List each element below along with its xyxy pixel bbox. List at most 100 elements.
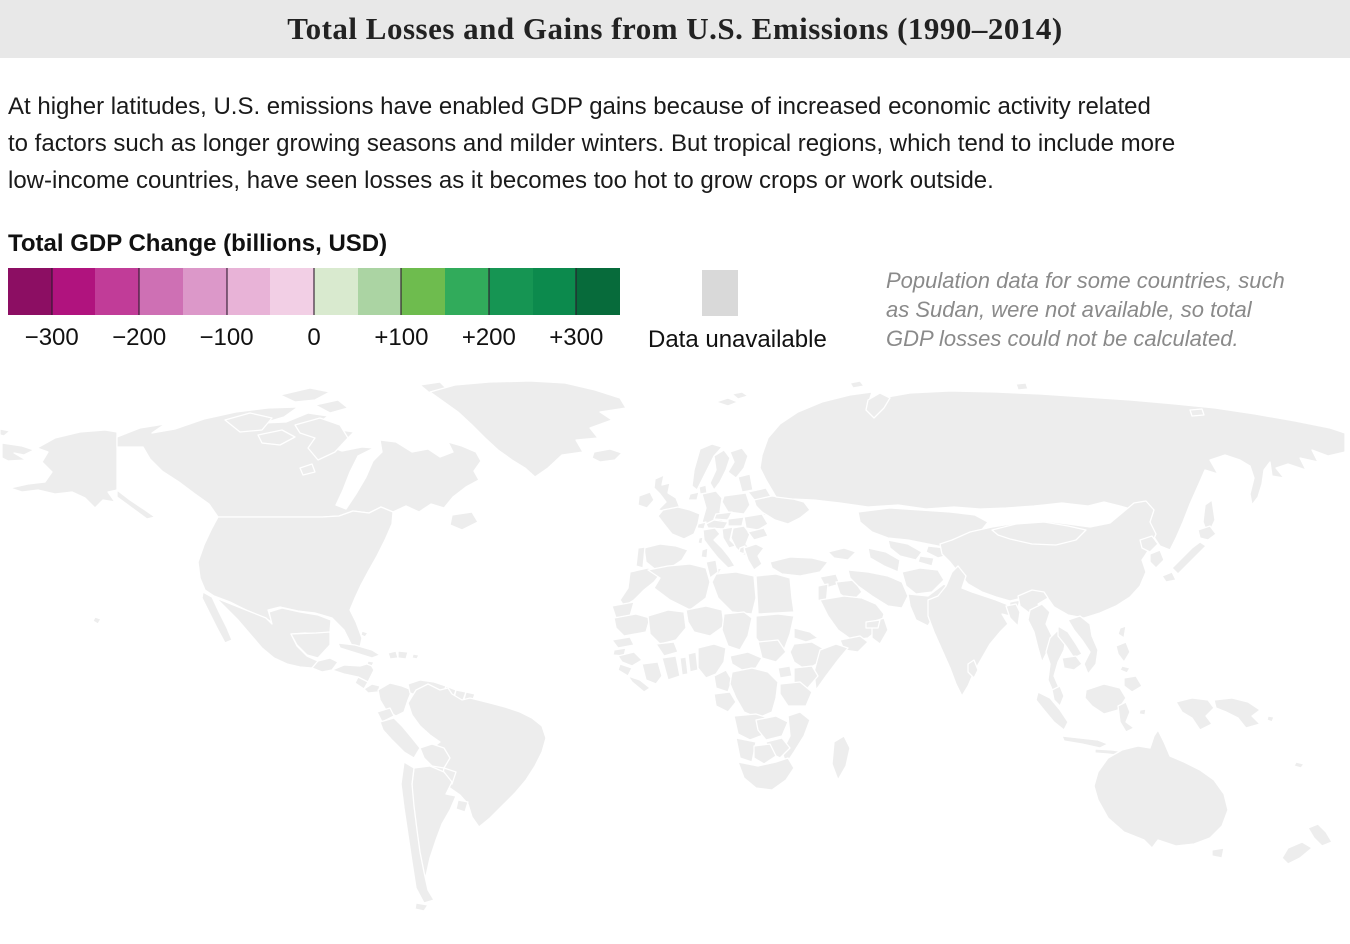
country-algeria [647,563,711,611]
country-turkey [769,556,829,577]
country-turkmenistan [867,547,901,573]
country-solomon-islands [1266,715,1275,723]
intro-line-2: to factors such as longer growing season… [8,130,1176,157]
legend-tick-line [487,268,490,315]
country-italy [702,527,736,569]
intro-line-1: At higher latitudes, U.S. emissions have… [8,93,1151,120]
country-australia [1093,729,1229,849]
country-severnaya-zemlya [1015,382,1029,391]
country-svalbard [715,397,739,407]
country-gabon-congo [713,691,737,713]
country-libya [711,571,757,615]
country-bangladesh [1005,603,1021,627]
country-tajikistan [917,555,935,567]
country-moluccas [1138,708,1147,716]
country-taiwan [1117,625,1127,639]
country-vietnam [1067,615,1099,675]
country-poland [721,492,751,515]
country-baltic-states [737,473,754,493]
country-philippines-visayas [1119,665,1131,674]
legend-tick-line [50,268,53,315]
country-chile [400,761,435,904]
country-spain [643,543,689,571]
country-alaska [9,429,118,509]
country-java [1061,735,1109,749]
country-hungary [727,516,745,527]
country-togo [679,656,689,676]
country-mongolia [991,521,1087,546]
footnote-line-1: Population data for some countries, such [886,268,1285,293]
country-nigeria [697,643,727,679]
country-canada-arctic-islands [279,387,331,403]
country-russia-far-east-wrap [1,442,35,462]
footnote: Population data for some countries, such… [886,266,1316,353]
country-japan-hokkaido [1197,525,1217,541]
legend-bin [51,268,96,315]
country-jamaica [366,660,375,667]
world-choropleth-map [0,380,1346,912]
country-new-zealand-south [1281,841,1313,865]
legend-bin [139,268,183,315]
map-central-asia-middle-east [769,507,989,653]
country-zambia [755,715,789,741]
legend-tick-label: +200 [461,324,516,351]
country-alaska-panhandle [116,489,156,520]
country-botswana [753,743,777,765]
country-honduras-nicaragua [331,662,375,683]
country-new-caledonia [1293,761,1305,769]
legend-bin [488,268,533,315]
country-mauritania [613,613,651,637]
country-somalia [813,643,849,691]
country-hawaii [92,616,102,625]
country-japan-kyushu [1161,571,1177,583]
country-sweden [709,449,731,491]
page-title: Total Losses and Gains from U.S. Emissio… [287,11,1063,46]
country-mali [647,609,687,645]
country-papua-new-guinea [1213,697,1261,729]
country-romania [743,513,769,531]
country-egypt [755,573,795,615]
legend-tick-label: +100 [374,324,429,351]
country-sardinia [700,547,709,559]
country-bahamas [360,630,369,638]
legend-bar [8,268,621,315]
country-russia-far-east-wrap [0,428,11,437]
country-uae [865,619,881,629]
country-peru [379,717,421,759]
country-liberia [627,675,651,693]
country-south-africa [737,757,795,791]
country-norway [691,443,723,491]
country-laos [1057,625,1083,659]
country-ecuador [376,707,395,723]
country-tanzania [779,681,813,707]
country-tunisia [705,559,719,579]
country-afghanistan [901,567,945,595]
map-north-america [0,380,627,694]
country-madagascar [831,735,851,781]
country-uruguay [455,799,469,813]
legend-bin [445,268,489,315]
intro-line-3: low-income countries, have seen losses a… [8,167,994,194]
country-colombia [377,682,413,717]
map-south-america [376,679,547,912]
country-sumatra [1035,691,1069,731]
country-cameroon [713,669,733,693]
country-chad [721,611,753,651]
legend-bin [8,268,52,315]
country-uk [653,474,681,513]
country-tasmania [1211,847,1225,859]
country-canada-baffin [294,417,349,461]
country-central-african-republic [729,651,763,671]
country-iceland [591,448,623,463]
country-canada-arctic-islands [257,429,296,446]
legend-ticks: −300 −200 −100 0 +100 +200 +300 [8,324,620,354]
legend-bin [226,268,271,315]
country-north-korea [1139,535,1159,553]
country-new-siberian-islands [1189,408,1205,417]
country-philippines-luzon [1115,641,1131,663]
country-eritrea [793,627,819,643]
country-niger [685,605,725,637]
legend-tick-line [225,268,228,315]
country-svalbard [731,391,749,400]
footnote-line-2: as Sudan, were not available, so total [886,297,1252,322]
